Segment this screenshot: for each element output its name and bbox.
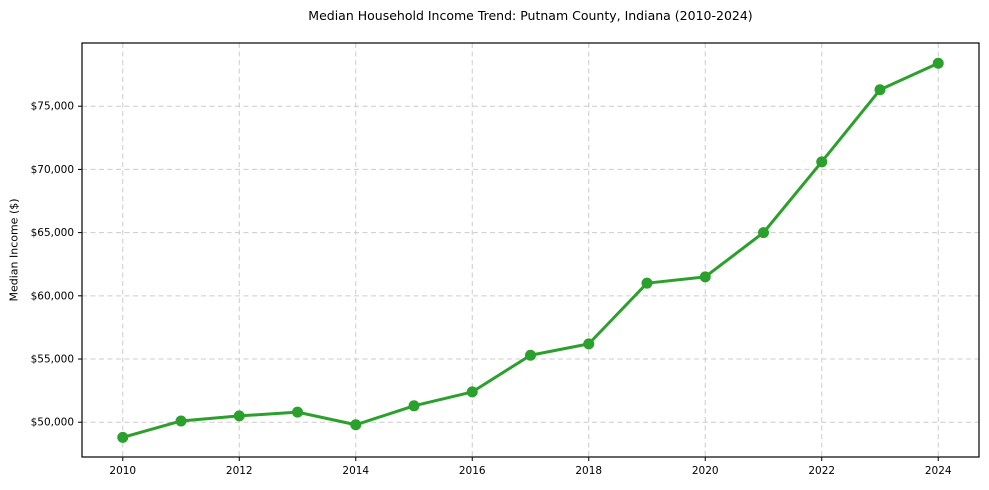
x-tick-label: 2022	[808, 465, 835, 477]
x-tick-label: 2018	[575, 465, 602, 477]
x-tick-label: 2024	[925, 465, 952, 477]
x-tick-label: 2014	[342, 465, 369, 477]
y-tick-label: $65,000	[31, 227, 74, 239]
y-tick-label: $60,000	[31, 290, 74, 302]
data-point-2017	[525, 349, 536, 361]
data-point-2010	[117, 431, 129, 443]
data-point-2011	[175, 415, 187, 427]
plot-border	[81, 42, 980, 458]
data-point-2020	[699, 271, 711, 283]
data-point-2021	[757, 227, 769, 239]
data-point-2019	[641, 277, 653, 289]
y-tick-label: $70,000	[31, 164, 74, 176]
chart-title: Median Household Income Trend: Putnam Co…	[308, 8, 753, 23]
y-tick-label: $55,000	[31, 354, 74, 366]
y-axis-title: Median Income ($)	[7, 198, 21, 302]
data-point-2014	[350, 419, 362, 431]
y-tick-label: $75,000	[31, 101, 74, 113]
data-point-2023	[874, 84, 886, 96]
data-point-2012	[233, 410, 245, 422]
data-point-2016	[466, 386, 478, 398]
data-point-2018	[583, 338, 595, 350]
data-point-2013	[292, 406, 304, 418]
x-tick-label: 2012	[226, 465, 253, 477]
x-tick-label: 2016	[459, 465, 486, 477]
y-tick-label: $50,000	[31, 417, 74, 429]
x-tick-label: 2020	[692, 465, 719, 477]
data-point-2024	[932, 57, 944, 69]
data-point-2015	[408, 400, 420, 412]
x-tick-label: 2010	[109, 465, 136, 477]
data-point-2022	[816, 156, 828, 168]
income-line-series	[121, 61, 940, 439]
